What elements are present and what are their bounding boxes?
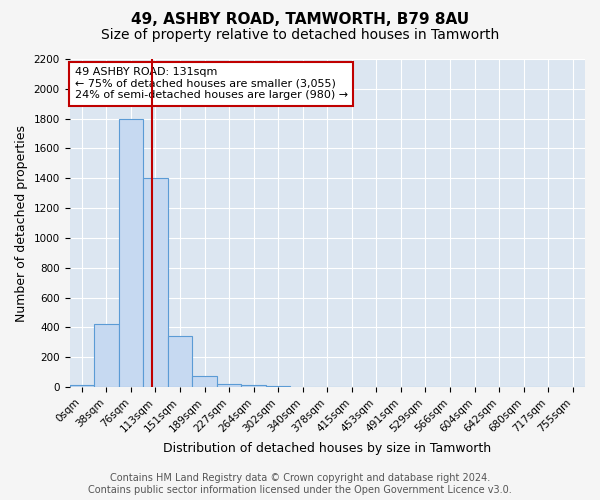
Bar (143, 178, 168, 387)
Bar (119, 118, 143, 387)
Y-axis label: Number of detached properties: Number of detached properties (15, 124, 28, 322)
Bar (241, 386, 266, 387)
Bar (217, 384, 241, 387)
Bar (266, 386, 290, 387)
Text: 49 ASHBY ROAD: 131sqm
← 75% of detached houses are smaller (3,055)
24% of semi-d: 49 ASHBY ROAD: 131sqm ← 75% of detached … (74, 67, 348, 100)
Bar (192, 376, 217, 387)
Text: Contains HM Land Registry data © Crown copyright and database right 2024.
Contai: Contains HM Land Registry data © Crown c… (88, 474, 512, 495)
Bar (94, 324, 119, 387)
X-axis label: Distribution of detached houses by size in Tamworth: Distribution of detached houses by size … (163, 442, 491, 455)
Bar (70, 385, 94, 387)
Text: Size of property relative to detached houses in Tamworth: Size of property relative to detached ho… (101, 28, 499, 42)
Bar (168, 336, 192, 387)
Text: 49, ASHBY ROAD, TAMWORTH, B79 8AU: 49, ASHBY ROAD, TAMWORTH, B79 8AU (131, 12, 469, 28)
